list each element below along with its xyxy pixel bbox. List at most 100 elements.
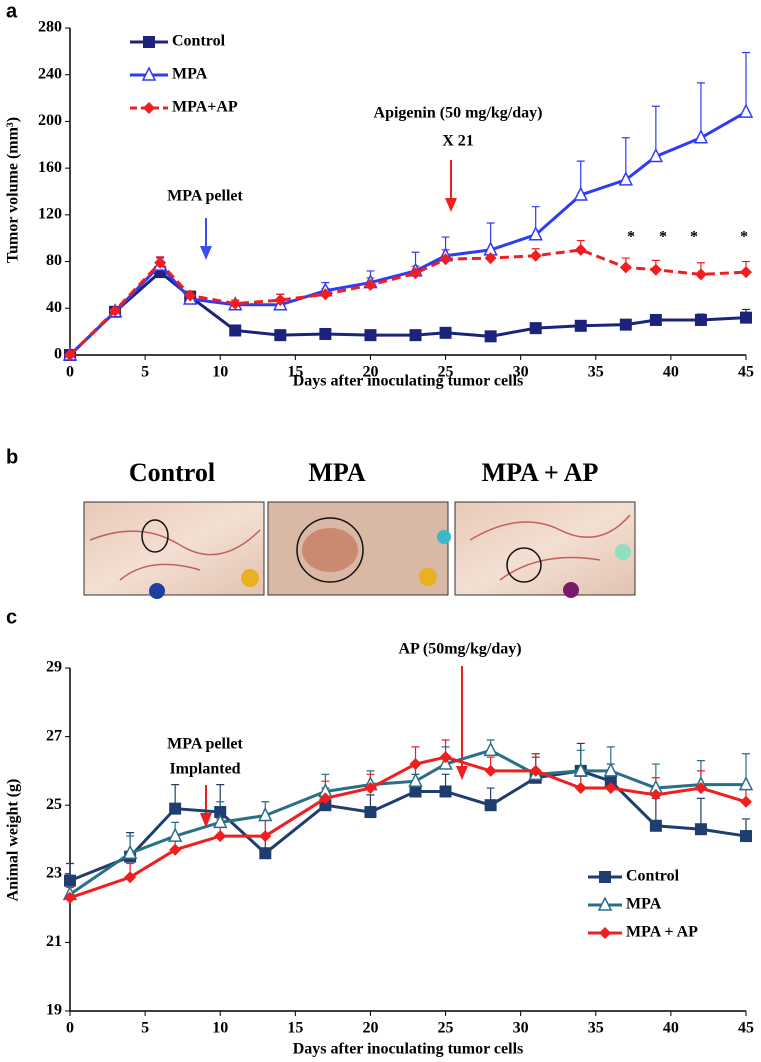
- marker: [439, 326, 452, 339]
- x-tick-label: 40: [663, 364, 679, 381]
- y-tick-label: 200: [38, 112, 62, 129]
- marker: [439, 253, 452, 266]
- x-tick-label: 30: [513, 1020, 529, 1037]
- tumor-circle: [506, 547, 542, 583]
- error-bar: [742, 51, 750, 113]
- x-tick-label: 35: [588, 1020, 604, 1037]
- marker: [573, 186, 588, 201]
- arrow-head: [445, 198, 457, 212]
- tumor-circle: [141, 519, 169, 553]
- y-tick-label: 40: [46, 299, 62, 316]
- tumor-circle: [296, 517, 364, 583]
- annotation: AP (50mg/kg/day): [398, 641, 521, 658]
- marker: [409, 785, 422, 798]
- legend-marker: [597, 896, 613, 911]
- marker: [109, 304, 122, 317]
- annotation: MPA pellet: [167, 736, 243, 753]
- marker: [364, 278, 377, 291]
- annotation: *: [659, 229, 667, 246]
- marker: [364, 782, 377, 795]
- marker-bead: [419, 568, 437, 586]
- marker: [229, 324, 242, 337]
- photo: [83, 501, 265, 596]
- marker: [694, 782, 707, 795]
- marker: [214, 830, 227, 843]
- marker: [229, 297, 242, 310]
- vessels: [89, 529, 261, 581]
- marker: [740, 795, 752, 808]
- y-tick-label: 23: [46, 864, 62, 881]
- x-tick-label: 25: [438, 364, 454, 381]
- marker: [619, 318, 632, 331]
- marker: [740, 830, 752, 843]
- series-line: [69, 755, 747, 900]
- marker: [528, 226, 543, 241]
- legend-label: MPA: [172, 66, 208, 83]
- marker: [483, 741, 498, 757]
- tumor: [302, 528, 358, 572]
- marker: [694, 268, 707, 281]
- panel-label: b: [6, 446, 18, 468]
- marker: [648, 147, 664, 163]
- marker: [484, 799, 497, 812]
- marker: [439, 751, 452, 764]
- panel-label: a: [6, 0, 18, 22]
- marker: [484, 252, 497, 265]
- x-tick-label: 20: [362, 1020, 378, 1037]
- x-tick-label: 25: [438, 1020, 454, 1037]
- series-line: [69, 769, 747, 883]
- x-axis-label: Days after inoculating tumor cells: [293, 373, 524, 390]
- marker: [169, 802, 182, 815]
- y-tick-label: 160: [38, 159, 62, 176]
- marker: [738, 775, 754, 791]
- legend-label: MPA: [626, 896, 662, 913]
- marker: [574, 243, 587, 256]
- marker: [409, 758, 422, 771]
- photo: [267, 501, 449, 596]
- x-tick-label: 30: [513, 364, 529, 381]
- photo-label: Control: [129, 458, 215, 487]
- legend-label: MPA+AP: [172, 99, 238, 116]
- y-tick-label: 80: [46, 252, 62, 269]
- marker: [184, 289, 197, 302]
- x-tick-label: 45: [738, 1020, 754, 1037]
- x-tick-label: 0: [66, 364, 74, 381]
- x-tick-label: 5: [141, 364, 149, 381]
- x-axis-label: Days after inoculating tumor cells: [293, 1041, 524, 1058]
- marker: [439, 785, 452, 798]
- marker: [619, 261, 632, 274]
- y-tick-label: 29: [46, 659, 62, 676]
- legend-marker: [141, 66, 157, 81]
- marker: [738, 103, 754, 118]
- marker: [258, 806, 273, 822]
- x-tick-label: 0: [66, 1020, 74, 1037]
- marker: [122, 844, 138, 859]
- photo: [454, 501, 636, 596]
- error-bar: [696, 82, 705, 138]
- marker: [408, 772, 423, 787]
- legend-marker: [143, 102, 155, 114]
- x-tick-label: 15: [287, 1020, 303, 1037]
- x-tick-label: 45: [738, 364, 754, 381]
- marker: [167, 827, 183, 842]
- y-tick-label: 0: [54, 346, 62, 363]
- marker: [274, 329, 287, 342]
- marker-bead: [149, 583, 165, 599]
- x-tick-label: 10: [212, 1020, 228, 1037]
- annotation: Implanted: [169, 761, 240, 778]
- marker: [649, 788, 662, 801]
- marker: [259, 830, 272, 843]
- annotation: MPA pellet: [167, 188, 243, 205]
- marker: [319, 792, 332, 805]
- marker: [604, 782, 617, 795]
- photo-label: MPA + AP: [482, 458, 599, 487]
- marker: [214, 806, 227, 819]
- panel-label: c: [6, 606, 17, 628]
- marker-bead: [615, 544, 631, 560]
- y-tick-label: 25: [46, 796, 62, 813]
- marker: [154, 256, 167, 269]
- marker: [319, 327, 332, 340]
- y-tick-label: 120: [38, 206, 62, 223]
- y-tick-label: 240: [38, 65, 62, 82]
